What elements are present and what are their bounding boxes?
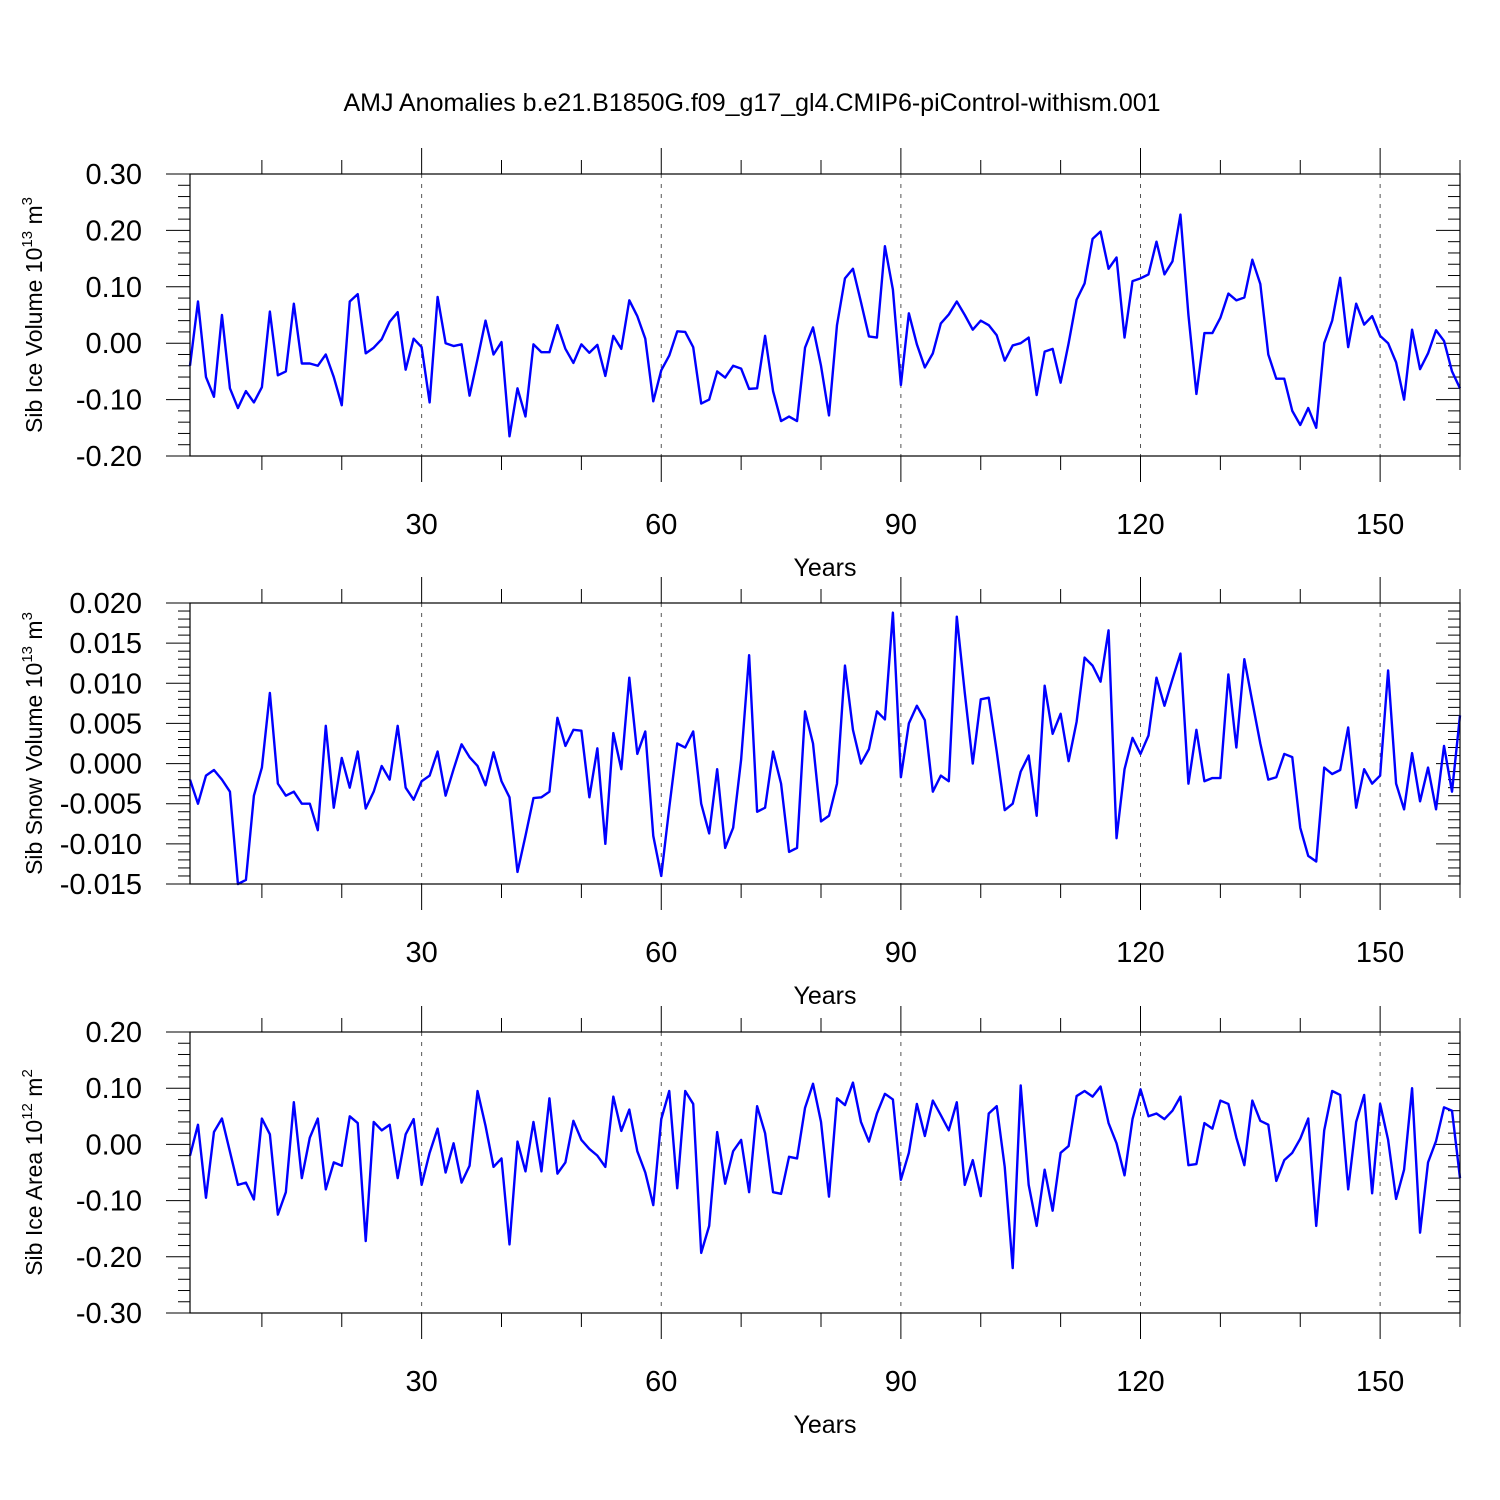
x-tick-label: 120: [1116, 509, 1164, 541]
chart-title: AMJ Anomalies b.e21.B1850G.f09_g17_gl4.C…: [343, 89, 1160, 117]
y-tick-label: 0.000: [69, 749, 142, 781]
x-tick-label: 120: [1116, 937, 1164, 969]
x-axis-label: Years: [793, 982, 856, 1010]
y-tick-label: -0.20: [76, 1242, 142, 1274]
panel-1: -0.20 -0.10 0.00 0.10 0.20 0.30 30 60 90 120 150 Ye…: [19, 148, 1462, 582]
x-tick-label: 90: [885, 509, 917, 541]
y-tick-label: -0.10: [76, 1186, 142, 1218]
y-tick-label: 0.020: [69, 588, 142, 620]
plot-frame: [189, 173, 1461, 457]
plot-frame: [189, 1031, 1461, 1314]
panel-2: -0.015 -0.010 -0.005 0.000 0.005 0.010 0.015 0.…: [19, 577, 1462, 1010]
y-tick-label: 0.00: [86, 328, 142, 360]
y-axis-label: Sib Snow Volume 1013 m3: [19, 612, 47, 875]
x-tick-label: 90: [885, 1366, 917, 1398]
x-tick-label: 60: [645, 509, 677, 541]
series-line: [188, 1081, 1462, 1270]
x-axis-label: Years: [793, 554, 856, 582]
y-tick-label: 0.10: [86, 1073, 142, 1105]
y-tick-label: -0.010: [60, 829, 142, 861]
y-tick-label: 0.20: [86, 215, 142, 247]
y-tick-label: 0.10: [86, 272, 142, 304]
y-tick-label: -0.30: [76, 1298, 142, 1330]
x-tick-label: 150: [1356, 937, 1404, 969]
plot-frame: [189, 602, 1461, 885]
x-tick-label: 90: [885, 937, 917, 969]
y-axis-label: Sib Ice Area 1012 m2: [19, 1069, 47, 1276]
y-tick-label: 0.30: [86, 159, 142, 191]
y-tick-label: 0.015: [69, 628, 142, 660]
x-tick-label: 150: [1356, 509, 1404, 541]
x-axis-label: Years: [793, 1411, 856, 1439]
y-tick-label: 0.20: [86, 1017, 142, 1049]
y-tick-label: -0.20: [76, 441, 142, 473]
x-tick-label: 30: [406, 509, 438, 541]
x-tick-label: 60: [645, 1366, 677, 1398]
x-tick-label: 150: [1356, 1366, 1404, 1398]
x-tick-label: 30: [406, 937, 438, 969]
panel-3: -0.30 -0.20 -0.10 0.00 0.10 0.20 30 60 90 120 150 Y…: [19, 1006, 1462, 1439]
y-tick-label: 0.005: [69, 708, 142, 740]
y-tick-label: -0.015: [60, 869, 142, 901]
panels: -0.20 -0.10 0.00 0.10 0.20 0.30 30 60 90 120 150 Ye…: [19, 148, 1462, 1439]
x-tick-label: 60: [645, 937, 677, 969]
series-line: [188, 611, 1462, 886]
series-line: [188, 213, 1462, 438]
y-tick-label: 0.00: [86, 1129, 142, 1161]
x-tick-label: 120: [1116, 1366, 1164, 1398]
x-tick-label: 30: [406, 1366, 438, 1398]
y-tick-label: -0.10: [76, 385, 142, 417]
y-tick-label: 0.010: [69, 668, 142, 700]
y-axis-label: Sib Ice Volume 1013 m3: [19, 197, 47, 433]
y-tick-label: -0.005: [60, 789, 142, 821]
